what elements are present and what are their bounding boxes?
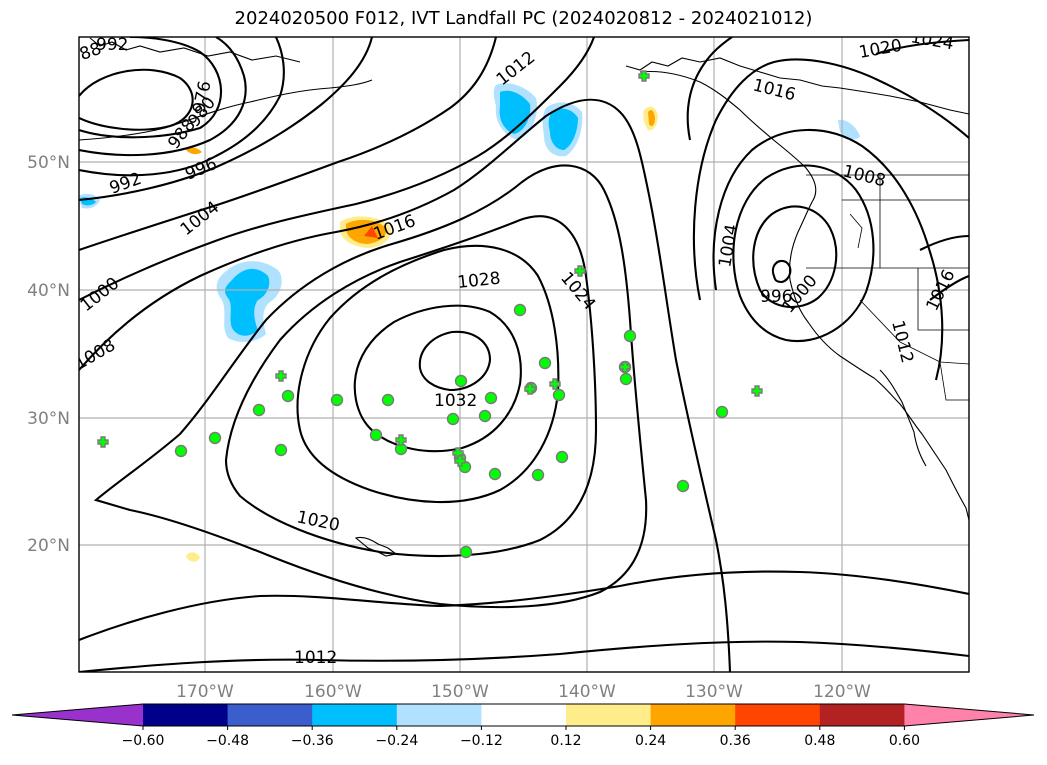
colorbar: −0.60 −0.48 −0.36 −0.24 −0.12 0.12 0.24 0.36 0.4… — [11, 703, 1035, 749]
landfall-point — [274, 443, 288, 457]
lon-label: 130°W — [685, 682, 743, 702]
lat-label: 50°N — [27, 153, 70, 173]
map-frame — [78, 36, 970, 673]
landfall-plus — [454, 455, 466, 467]
landfall-point — [488, 467, 502, 481]
landfall-plus — [638, 70, 650, 82]
colorbar-bin — [227, 704, 313, 726]
colorbar-bin — [312, 704, 398, 726]
colorbar-bin — [143, 704, 229, 726]
lon-label: 120°W — [813, 682, 871, 702]
landfall-point — [454, 374, 468, 388]
map-frame-bg — [79, 37, 969, 672]
colorbar-tick-label: −0.12 — [460, 733, 503, 749]
colorbar-bin — [481, 704, 567, 726]
landfall-point — [619, 372, 633, 386]
lon-label: 150°W — [431, 682, 489, 702]
landfall-plus — [751, 385, 763, 397]
colorbar-bin — [735, 704, 821, 726]
colorbar-bin — [566, 704, 652, 726]
map-title: 2024020500 F012, IVT Landfall PC (202402… — [234, 8, 813, 29]
landfall-point — [446, 412, 460, 426]
lon-label: 140°W — [558, 682, 616, 702]
lon-label: 160°W — [304, 682, 362, 702]
lat-label: 20°N — [27, 536, 70, 556]
colorbar-bin — [396, 704, 482, 726]
colorbar-extend-min — [12, 704, 143, 726]
landfall-point — [555, 450, 569, 464]
colorbar-tick-label: −0.36 — [291, 733, 334, 749]
isobar-label: 996 — [760, 287, 792, 307]
colorbar-tick-label: −0.60 — [122, 733, 165, 749]
landfall-point — [676, 479, 690, 493]
colorbar-tick-label: 0.12 — [550, 733, 581, 749]
isobar-label: 1028 — [456, 269, 501, 293]
colorbar-tick-label: 0.24 — [635, 733, 666, 749]
landfall-plus — [275, 370, 287, 382]
isobar-label: 992 — [96, 35, 128, 55]
landfall-point — [381, 393, 395, 407]
landfall-point — [252, 403, 266, 417]
colorbar-tick-label: −0.24 — [375, 733, 418, 749]
landfall-point — [478, 409, 492, 423]
landfall-plus — [574, 265, 586, 277]
landfall-point — [330, 393, 344, 407]
colorbar-tick-label: 0.60 — [889, 733, 920, 749]
isobar-label: 1012 — [294, 648, 337, 668]
colorbar-extend-max — [904, 704, 1034, 726]
colorbar-tick-label: −0.48 — [206, 733, 249, 749]
landfall-point — [513, 303, 527, 317]
colorbar-tick-label: 0.36 — [720, 733, 751, 749]
landfall-point — [623, 329, 637, 343]
landfall-point — [369, 428, 383, 442]
landfall-point — [459, 545, 473, 559]
isobar-label: 1032 — [434, 391, 477, 411]
landfall-point — [174, 444, 188, 458]
landfall-plus — [549, 378, 561, 390]
landfall-markers — [97, 70, 763, 559]
ivt-shading — [79, 83, 860, 562]
landfall-point — [531, 468, 545, 482]
lat-axis: 50°N 40°N 30°N 20°N — [27, 153, 70, 556]
landfall-point — [715, 405, 729, 419]
landfall-point — [281, 389, 295, 403]
landfall-plus — [452, 447, 464, 459]
landfall-plus — [395, 434, 407, 446]
lon-axis: 170°W 160°W 150°W 140°W 130°W 120°W — [176, 682, 871, 702]
landfall-plus — [619, 361, 631, 373]
landfall-point — [208, 431, 222, 445]
landfall-point — [552, 388, 566, 402]
landfall-point — [484, 391, 498, 405]
lat-label: 30°N — [27, 409, 70, 429]
lon-label: 170°W — [176, 682, 234, 702]
lat-label: 40°N — [27, 281, 70, 301]
landfall-point — [538, 356, 552, 370]
colorbar-tick-label: 0.48 — [804, 733, 835, 749]
landfall-plus — [97, 436, 109, 448]
colorbar-bin — [650, 704, 736, 726]
landfall-plus — [524, 383, 536, 395]
isobars — [79, 37, 969, 672]
colorbar-bin — [819, 704, 905, 726]
